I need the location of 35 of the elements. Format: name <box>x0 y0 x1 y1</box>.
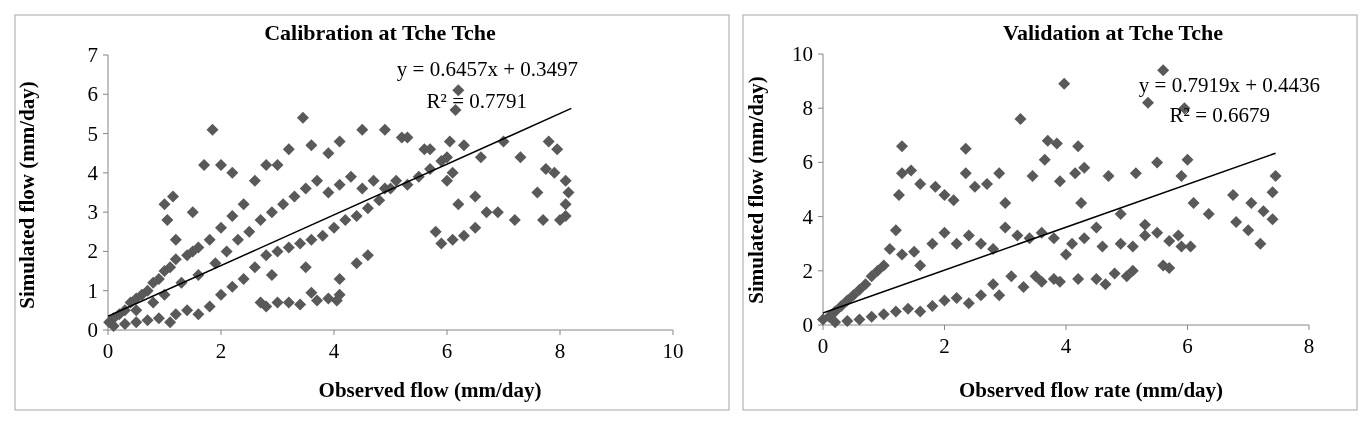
x-axis-title: Observed flow (mm/day) <box>318 378 542 402</box>
y-axis-title: Simulated flow (mm/day) <box>15 81 39 309</box>
x-tick-label: 6 <box>1182 334 1193 358</box>
y-tick-label: 5 <box>87 121 98 146</box>
x-tick-label: 4 <box>328 339 340 363</box>
x-tick-label: 6 <box>441 339 453 363</box>
x-tick-label: 0 <box>817 334 829 358</box>
y-tick-label: 0 <box>87 318 98 342</box>
annotation: R² = 0.7791 <box>426 89 527 113</box>
y-tick-label: 6 <box>802 150 813 175</box>
x-tick-label: 8 <box>1303 334 1315 358</box>
x-tick-label: 0 <box>102 339 114 363</box>
y-tick-label: 6 <box>87 82 98 107</box>
y-tick-label: 1 <box>87 278 98 303</box>
chart-title: Calibration at Tche Tche <box>264 20 497 45</box>
x-tick-label: 2 <box>939 334 950 358</box>
y-tick-label: 0 <box>802 313 813 337</box>
annotation: R² = 0.6679 <box>1169 103 1270 127</box>
y-axis-title: Simulated flow (mm/day) <box>744 76 768 304</box>
y-tick-label: 2 <box>87 239 98 264</box>
annotation: y = 0.6457x + 0.3497 <box>396 57 578 81</box>
chart-title: Validation at Tche Tche <box>1003 20 1224 45</box>
x-tick-label: 4 <box>1060 334 1072 358</box>
y-tick-label: 3 <box>87 200 98 225</box>
y-tick-label: 4 <box>87 160 99 185</box>
annotation: y = 0.7919x + 0.4436 <box>1138 73 1320 97</box>
x-tick-label: 2 <box>215 339 227 363</box>
y-tick-label: 10 <box>792 42 813 66</box>
y-tick-label: 4 <box>802 204 814 229</box>
y-tick-label: 2 <box>802 258 813 283</box>
x-tick-label: 8 <box>554 339 566 363</box>
y-tick-label: 8 <box>802 96 813 121</box>
y-tick-label: 7 <box>87 43 98 67</box>
x-tick-label: 10 <box>662 339 684 363</box>
x-axis-title: Observed flow rate (mm/day) <box>958 378 1224 402</box>
